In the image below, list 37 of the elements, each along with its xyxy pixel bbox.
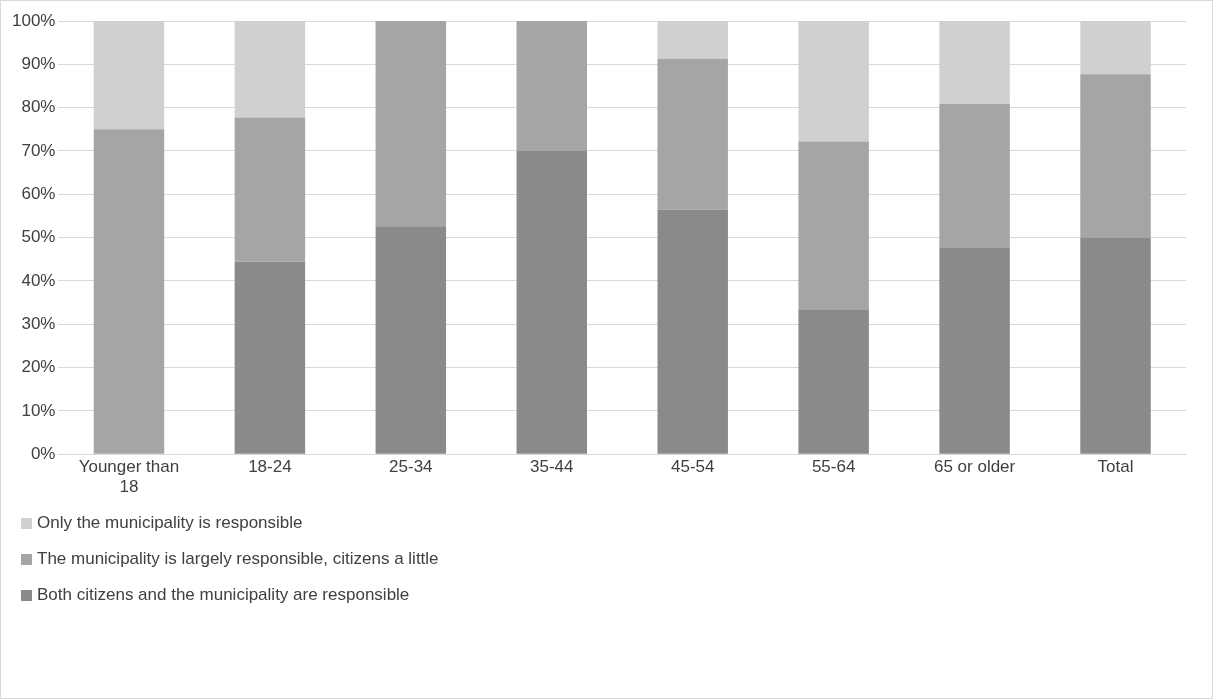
x-tick-label: 35-44 [530,457,574,477]
y-tick-label: 90% [21,54,56,74]
x-tick-label: 65 or older [933,457,1016,477]
x-tick-label: 25-34 [389,457,433,477]
legend-label: Only the municipality is responsible [37,513,303,533]
x-tick-label: 18-24 [248,457,292,477]
x-tick-label: 55-64 [811,457,856,477]
y-tick-label: 80% [21,97,56,117]
bar [375,21,447,227]
y-tick-label: 100% [12,10,56,30]
bar [516,150,588,454]
y-tick-label: 40% [21,270,56,290]
bar [234,117,306,262]
bar [657,58,728,210]
x-tick-label: Total [1097,457,1134,477]
y-tick-label: 70% [21,140,56,160]
bar [1080,74,1151,238]
bar [1080,237,1151,454]
legend-label: The municipality is largely responsible, citizens a little [37,549,439,569]
bar [93,129,165,454]
y-tick-label: 60% [21,183,56,203]
y-tick-label: 30% [21,313,56,333]
y-tick-label: 20% [21,357,56,377]
bar [798,309,869,454]
bar [375,226,447,454]
bar [798,141,869,310]
bar [939,248,1010,454]
y-tick-label: 0% [30,443,56,463]
bar [234,261,306,454]
bar [939,103,1010,248]
bar [516,21,588,151]
x-tick-label: 45-54 [670,457,715,477]
x-tick-label: Younger than 18 [78,457,180,497]
bar [657,209,728,454]
y-tick-label: 50% [21,227,56,247]
legend-label: Both citizens and the municipality are responsible [37,585,410,605]
y-tick-label: 10% [21,400,56,420]
